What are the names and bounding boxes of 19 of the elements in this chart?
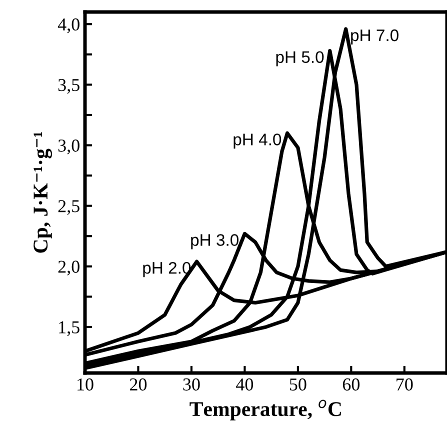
- y-tick-label: 2,0: [58, 260, 80, 276]
- x-tick-label: 10: [78, 378, 94, 391]
- x-tick-label: 60: [342, 378, 360, 391]
- series-label: pH 7.0: [351, 29, 398, 44]
- y-axis-title: Cp, J·K⁻¹·g⁻¹: [34, 132, 52, 253]
- y-tick-label: 1,5: [59, 321, 80, 336]
- y-tick-label: 4,0: [58, 18, 80, 34]
- x-tick-label: 70: [396, 378, 413, 391]
- y-tick-label: 2,5: [58, 200, 80, 215]
- series-label: pH 5.0: [276, 51, 324, 66]
- series-label: pH 4.0: [234, 134, 282, 149]
- x-tick-label: 40: [236, 378, 254, 391]
- series-label: pH 3.0: [191, 234, 238, 250]
- y-tick-label: 3,0: [58, 140, 80, 154]
- x-tick-label: 20: [130, 378, 147, 391]
- x-tick-label: 50: [290, 378, 306, 391]
- y-tick-label: 3,5: [58, 78, 80, 94]
- x-tick-label: 30: [183, 378, 200, 391]
- x-axis-title: Temperature, $^{o}$C: [190, 400, 341, 420]
